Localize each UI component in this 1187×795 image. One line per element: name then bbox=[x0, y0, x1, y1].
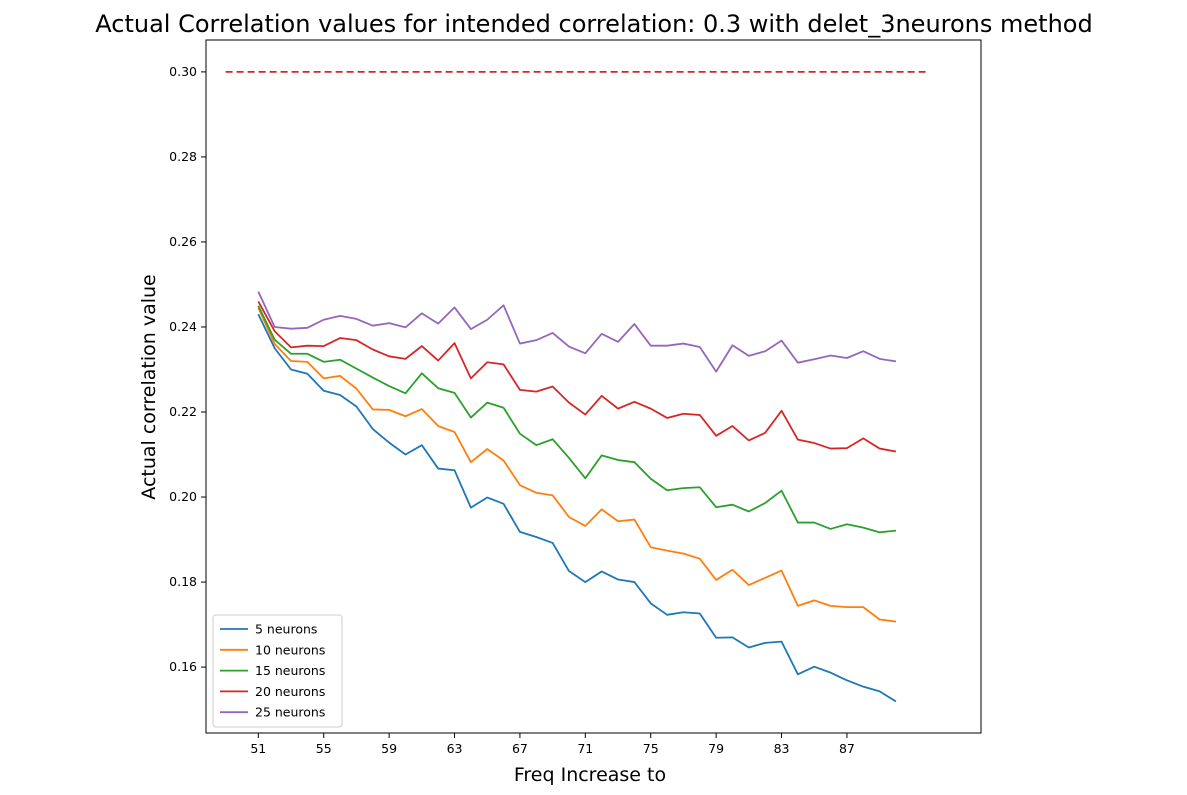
legend-entry: 25 neurons bbox=[255, 705, 325, 720]
series-line-4 bbox=[257, 301, 897, 453]
x-axis: 51 55 59 63 67 71 75 79 83 87 bbox=[250, 733, 855, 756]
x-tick-label: 67 bbox=[512, 741, 528, 756]
y-axis: 0.16 0.18 0.20 0.22 0.24 0.26 0.28 0.30 bbox=[169, 64, 206, 674]
x-tick-label: 51 bbox=[250, 741, 266, 756]
x-axis-label: Freq Increase to bbox=[514, 764, 666, 786]
x-tick-label: 87 bbox=[839, 741, 855, 756]
x-tick-label: 63 bbox=[447, 741, 463, 756]
y-tick-label: 0.20 bbox=[169, 489, 197, 504]
x-tick-label: 59 bbox=[381, 741, 397, 756]
legend-box bbox=[212, 614, 343, 728]
series-layer bbox=[257, 291, 897, 703]
y-tick-label: 0.26 bbox=[169, 234, 197, 249]
x-tick-label: 79 bbox=[708, 741, 724, 756]
legend-entry: 5 neurons bbox=[255, 622, 317, 637]
y-axis-label: Actual correlation value bbox=[138, 274, 160, 499]
y-tick-label: 0.24 bbox=[169, 319, 197, 334]
y-tick-label: 0.18 bbox=[169, 574, 197, 589]
y-tick-label: 0.22 bbox=[169, 404, 197, 419]
legend-entry: 15 neurons bbox=[255, 663, 325, 678]
series-line-1 bbox=[257, 313, 897, 703]
y-tick-label: 0.16 bbox=[169, 659, 197, 674]
series-line-5 bbox=[257, 291, 897, 373]
legend-entry: 20 neurons bbox=[255, 684, 325, 699]
x-tick-label: 71 bbox=[577, 741, 593, 756]
series-line-3 bbox=[257, 305, 897, 534]
chart-title: Actual Correlation values for intended c… bbox=[95, 10, 1092, 38]
legend-entry: 10 neurons bbox=[255, 642, 325, 657]
x-tick-label: 55 bbox=[316, 741, 332, 756]
y-tick-label: 0.28 bbox=[169, 149, 197, 164]
x-tick-label: 83 bbox=[774, 741, 790, 756]
y-tick-label: 0.30 bbox=[169, 64, 197, 79]
legend: 5 neurons 10 neurons 15 neurons 20 neurons 2… bbox=[212, 614, 343, 728]
x-tick-label: 75 bbox=[643, 741, 659, 756]
series-line-2 bbox=[257, 307, 897, 623]
